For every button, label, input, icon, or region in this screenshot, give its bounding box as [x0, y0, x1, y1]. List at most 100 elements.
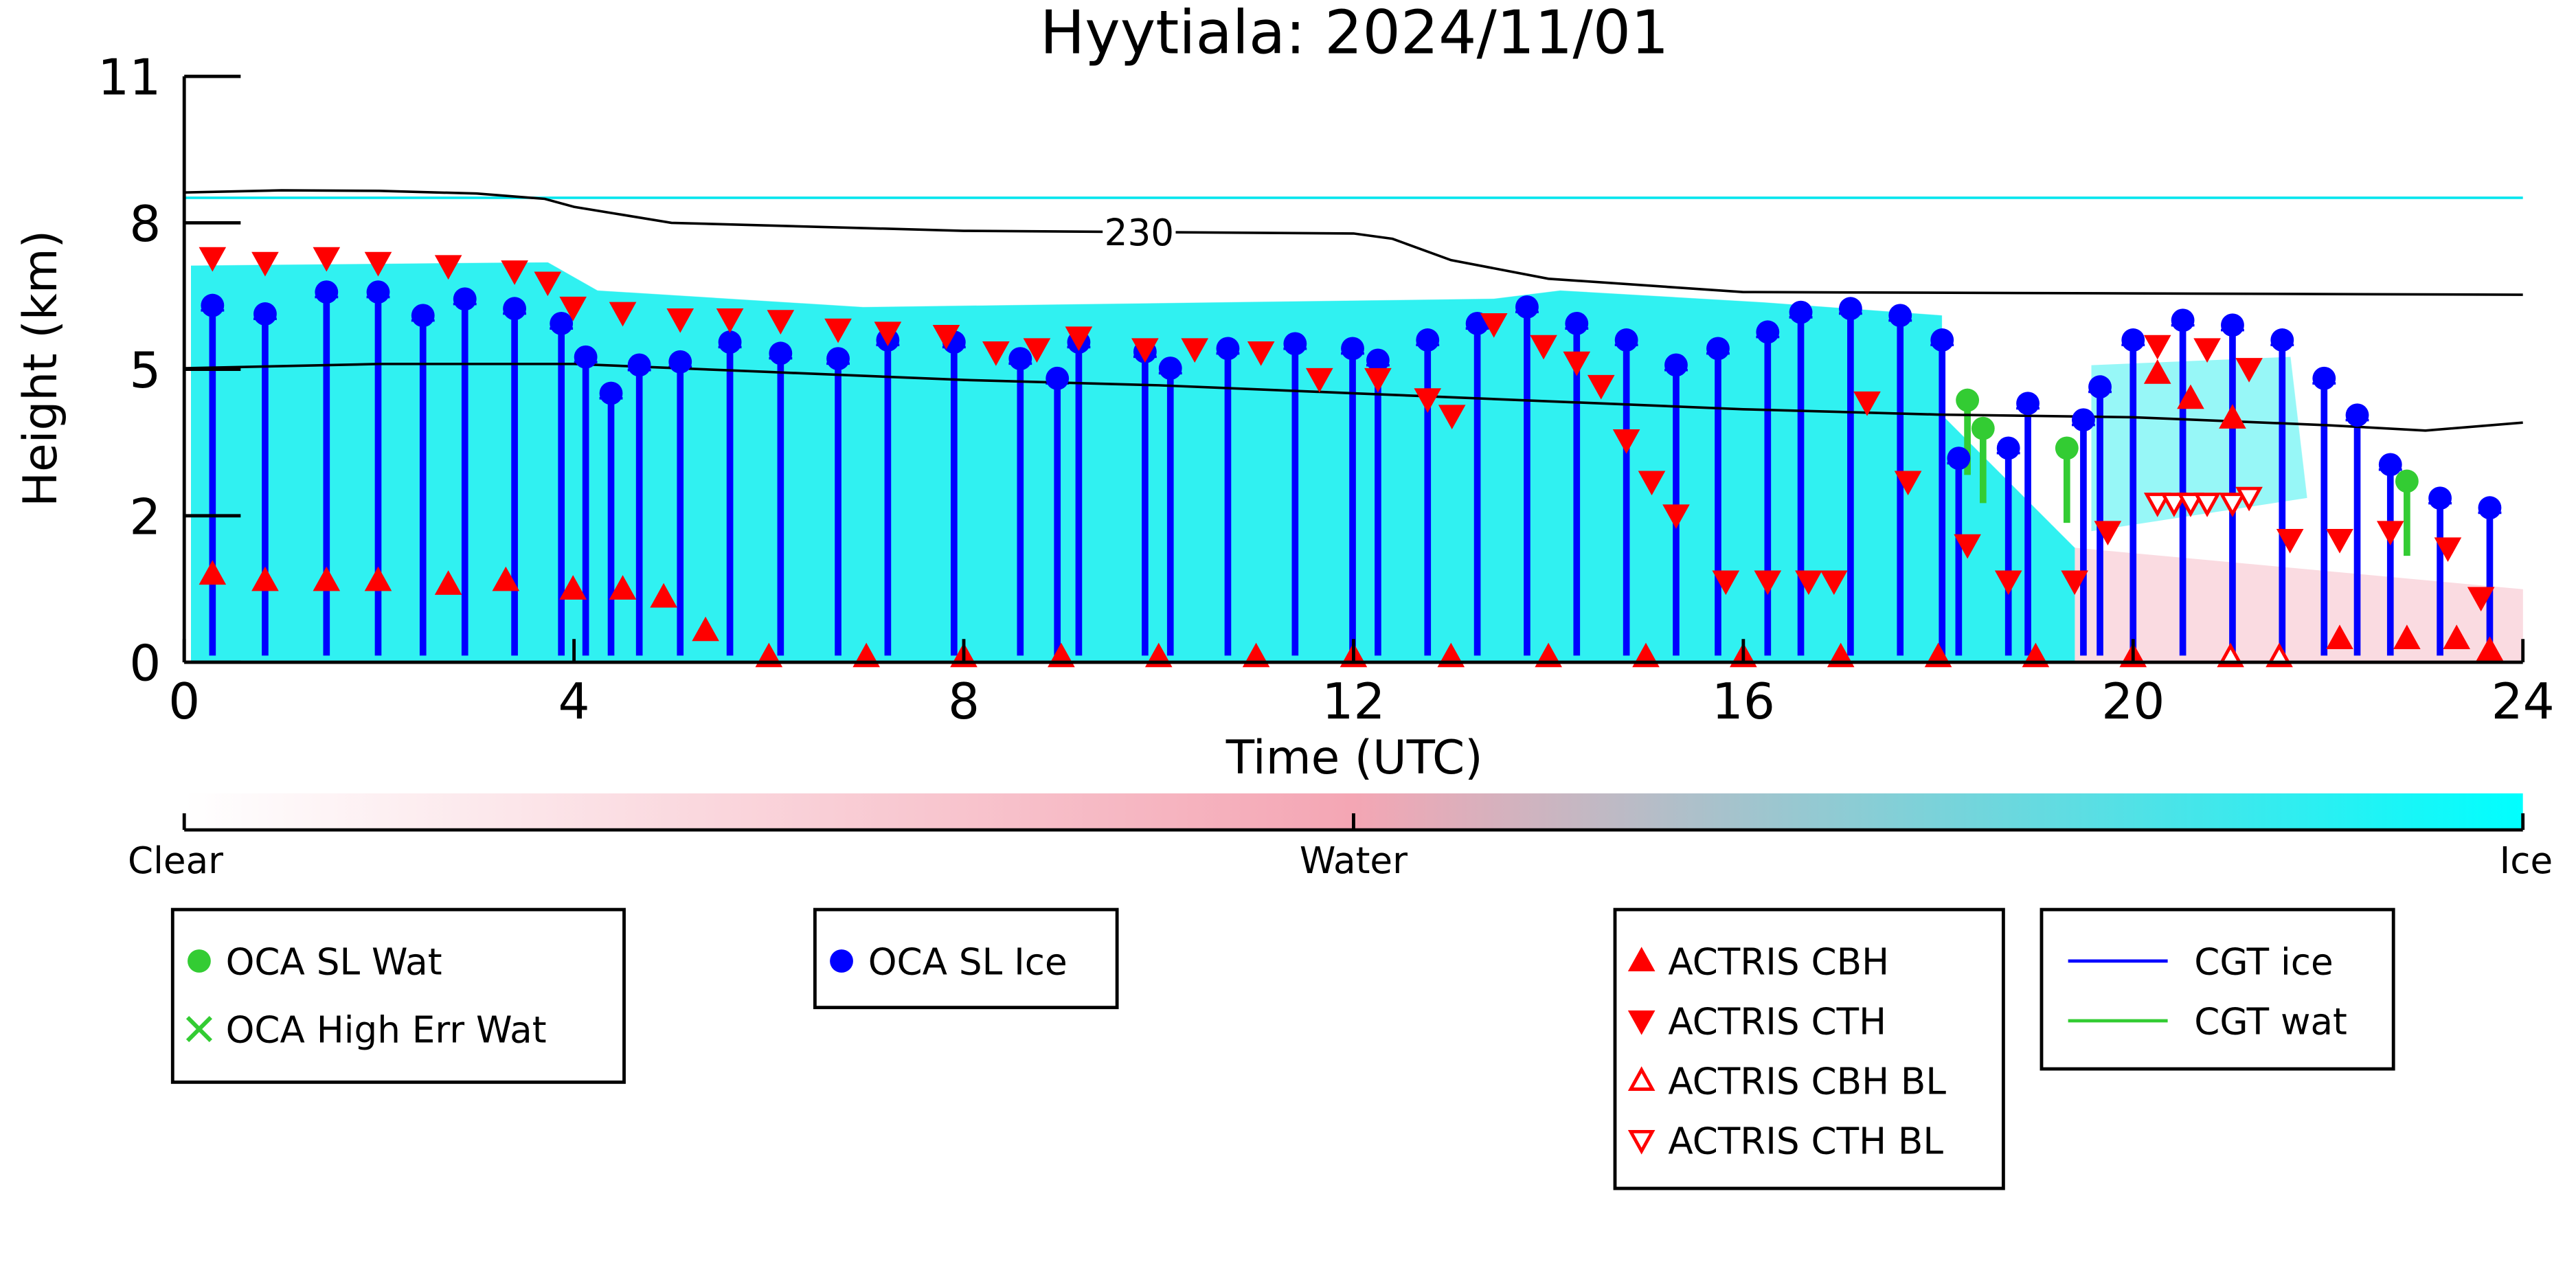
point	[2393, 624, 2421, 649]
legend-swatch	[1627, 947, 1656, 971]
legend-swatch	[1627, 1010, 1656, 1035]
point	[2478, 496, 2502, 520]
point	[1614, 328, 1638, 352]
point	[2121, 328, 2145, 352]
legend: OCA SL Wat OCA High Err Wat	[170, 907, 626, 1084]
legend-swatch	[830, 949, 853, 973]
point	[1530, 335, 1557, 360]
legend-label: ACTRIS CTH	[1668, 1000, 1886, 1043]
point	[364, 251, 392, 277]
point	[1888, 304, 1912, 328]
legend-label: ACTRIS CBH BL	[1668, 1060, 1946, 1103]
point	[2177, 493, 2204, 517]
x-tick-label: 16	[1712, 673, 1775, 731]
point	[2476, 636, 2504, 662]
point	[932, 325, 960, 350]
point	[1515, 295, 1539, 319]
legend: CGT ice CGT wat	[2040, 907, 2395, 1071]
contour-label: 230	[1105, 212, 1174, 254]
point	[718, 330, 742, 354]
contour-line	[184, 189, 2523, 296]
point	[1416, 328, 1440, 352]
point	[716, 308, 744, 333]
legend-frame	[170, 907, 626, 1084]
legend-swatch	[1627, 1066, 1656, 1091]
point	[2193, 493, 2221, 517]
x-tick-label: 12	[1322, 673, 1385, 731]
point	[1158, 357, 1182, 380]
point	[2160, 493, 2188, 517]
point	[982, 341, 1010, 366]
point	[199, 247, 227, 272]
legend-frame	[1613, 907, 2005, 1190]
point	[559, 296, 587, 321]
point	[2270, 328, 2294, 352]
point	[1305, 368, 1333, 393]
legend-label: OCA SL Wat	[226, 940, 442, 983]
point	[366, 280, 390, 304]
point	[411, 304, 435, 328]
point	[503, 297, 526, 321]
point	[2143, 359, 2171, 384]
point	[1795, 570, 1822, 596]
point	[2326, 624, 2353, 649]
legend-swatch	[1627, 1129, 1656, 1155]
point	[650, 583, 677, 608]
point	[559, 575, 587, 600]
point	[2428, 486, 2452, 510]
point	[1587, 374, 1615, 400]
contour-label-bg	[1103, 214, 1176, 251]
point	[434, 570, 462, 595]
point	[2395, 469, 2419, 493]
point	[1662, 504, 1690, 529]
point	[1247, 341, 1275, 366]
point	[769, 341, 793, 365]
point	[2072, 408, 2095, 432]
point	[251, 566, 279, 591]
legend-label: OCA SL Ice	[868, 940, 1067, 983]
colorbar-label: Clear	[128, 839, 223, 882]
point	[1754, 570, 1782, 596]
point	[1971, 416, 1995, 440]
point	[1853, 391, 1881, 416]
point	[1563, 351, 1591, 376]
legend-frame	[2040, 907, 2395, 1071]
point	[767, 310, 795, 335]
x-tick-label: 8	[948, 673, 980, 731]
point	[666, 308, 694, 333]
point	[627, 353, 651, 377]
x-tick-label: 4	[558, 673, 590, 731]
legend-label: CGT wat	[2194, 1000, 2347, 1043]
chart-title: Hyytiala: 2024/11/01	[1040, 0, 1669, 67]
legend-label: OCA High Err Wat	[226, 1008, 547, 1051]
point	[1565, 312, 1589, 335]
point	[2219, 493, 2246, 517]
point	[315, 280, 339, 304]
point	[2345, 403, 2369, 427]
point	[492, 566, 520, 591]
point	[1341, 337, 1364, 361]
contour-line	[184, 363, 2523, 432]
point	[1930, 328, 1954, 352]
colorbar-label: Water	[1300, 839, 1408, 882]
point	[1894, 471, 1922, 496]
point	[2016, 392, 2040, 416]
point	[2088, 375, 2112, 399]
point	[1023, 338, 1051, 363]
point	[1996, 436, 2020, 460]
point	[2276, 528, 2304, 554]
point	[1366, 348, 1390, 372]
point	[1008, 347, 1032, 371]
point	[574, 345, 598, 369]
y-tick-label: 11	[98, 49, 161, 107]
point	[434, 255, 462, 280]
point	[2235, 358, 2263, 383]
point	[2177, 384, 2204, 409]
legend-label: CGT ice	[2194, 940, 2333, 983]
point	[1283, 332, 1307, 356]
point	[364, 566, 392, 591]
point	[534, 271, 562, 297]
point	[1216, 337, 1240, 361]
point	[2193, 338, 2221, 363]
point	[1664, 353, 1688, 377]
